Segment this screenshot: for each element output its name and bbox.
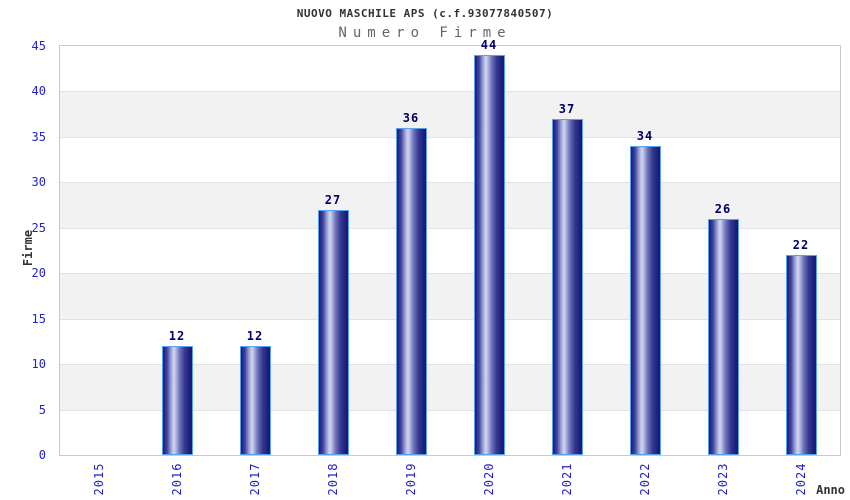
- bar-value-label: 12: [246, 328, 264, 343]
- grid-line: [60, 182, 840, 184]
- bar-value-label: 22: [792, 238, 810, 253]
- y-tick-label: 10: [31, 357, 46, 372]
- x-tick-label: 2023: [716, 462, 730, 496]
- grid-line: [60, 273, 840, 275]
- bar-value-label: 34: [636, 128, 654, 143]
- x-tick-label: 2022: [638, 462, 652, 496]
- y-tick-label: 30: [31, 175, 46, 190]
- x-axis-title: Anno: [816, 483, 845, 497]
- x-tick-label: 2024: [794, 462, 808, 496]
- chart-title: NUOVO MASCHILE APS (c.f.93077840507): [296, 7, 554, 20]
- y-tick-label: 5: [38, 402, 46, 417]
- grid-line: [60, 227, 840, 229]
- bar-value-label: 27: [324, 192, 342, 207]
- bar-value-label: 36: [402, 110, 420, 125]
- y-tick-label: 20: [31, 266, 46, 281]
- x-tick-label: 2017: [248, 462, 262, 496]
- bar-2020: [473, 55, 505, 455]
- grid-band: [60, 46, 840, 92]
- bar-2024: [785, 255, 817, 455]
- x-tick-label: 2016: [170, 462, 184, 496]
- y-axis-title: Firme: [21, 229, 35, 267]
- grid-line: [60, 364, 840, 366]
- bar-value-label: 44: [480, 38, 498, 53]
- x-tick-label: 2018: [326, 462, 340, 496]
- chart-subtitle: Numero Firme: [338, 25, 512, 41]
- x-tick-label: 2019: [404, 462, 418, 496]
- grid-line: [60, 91, 840, 93]
- y-tick-label: 0: [38, 448, 46, 462]
- grid-line: [60, 409, 840, 411]
- bar-value-label: 37: [558, 101, 576, 116]
- x-tick-label: 2020: [482, 462, 496, 496]
- bar-2017: [239, 345, 271, 455]
- y-tick-label: 40: [31, 84, 46, 99]
- bar-2023: [707, 218, 739, 455]
- y-tick-label: 25: [31, 220, 46, 235]
- grid-line: [60, 318, 840, 320]
- grid-band: [60, 136, 840, 183]
- bar-value-label: 26: [714, 201, 732, 216]
- grid-band: [60, 91, 840, 137]
- grid-line: [60, 136, 840, 138]
- bar-2019: [395, 127, 427, 455]
- y-tick-label: 35: [31, 129, 46, 144]
- y-tick-label: 15: [31, 311, 46, 326]
- bar-2018: [317, 209, 349, 455]
- y-tick-label: 45: [31, 39, 46, 53]
- bar-2016: [161, 345, 193, 455]
- x-tick-label: 2015: [92, 462, 106, 496]
- bar-2022: [629, 145, 661, 455]
- bar-2021: [551, 118, 583, 455]
- x-tick-label: 2021: [560, 462, 574, 496]
- bar-value-label: 12: [168, 328, 186, 343]
